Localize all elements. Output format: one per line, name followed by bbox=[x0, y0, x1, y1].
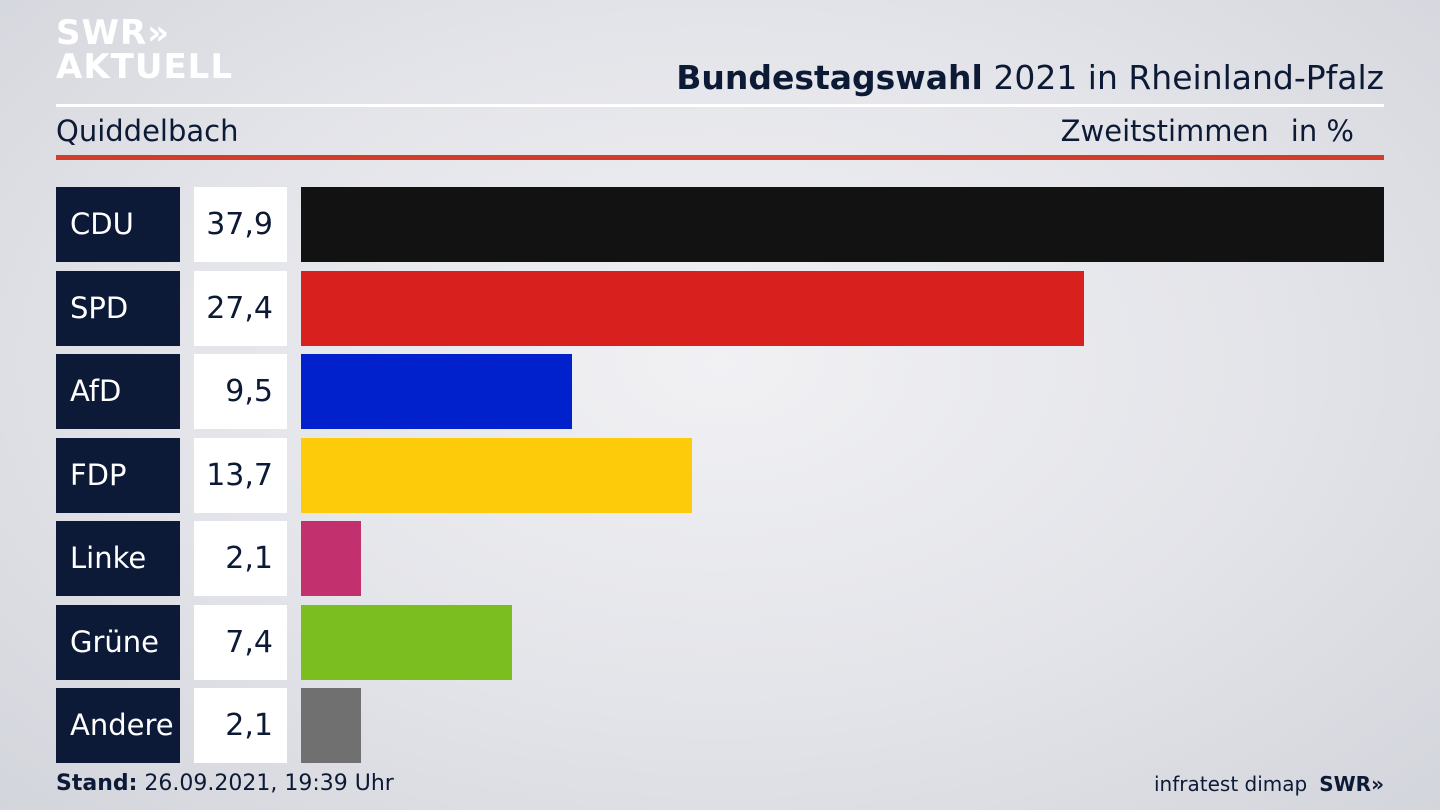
value-label: 9,5 bbox=[194, 354, 287, 429]
bar-cdu bbox=[301, 187, 1384, 262]
chart-row: SPD 27,4 bbox=[56, 270, 1384, 346]
stand-value: 26.09.2021, 19:39 Uhr bbox=[137, 771, 394, 796]
swr-brand-logo: SWR» bbox=[1319, 772, 1384, 796]
header-divider bbox=[56, 104, 1384, 107]
value-label: 2,1 bbox=[194, 521, 287, 596]
location-label: Quiddelbach bbox=[56, 114, 239, 148]
logo-line-swr: SWR» bbox=[56, 13, 171, 53]
party-label: Andere bbox=[56, 688, 180, 763]
accent-divider bbox=[56, 155, 1384, 160]
party-label: AfD bbox=[56, 354, 180, 429]
party-label: Grüne bbox=[56, 604, 180, 680]
source-text: infratest dimap bbox=[1154, 772, 1308, 796]
value-label: 27,4 bbox=[194, 270, 287, 346]
bar-linke bbox=[301, 521, 361, 596]
value-label: 7,4 bbox=[194, 604, 287, 680]
chart-row: AfD 9,5 bbox=[56, 354, 1384, 429]
party-label: FDP bbox=[56, 437, 180, 513]
chart-row: Andere 2,1 bbox=[56, 688, 1384, 763]
measure-text: Zweitstimmen bbox=[1060, 114, 1269, 148]
chart-row: CDU 37,9 bbox=[56, 187, 1384, 262]
value-label: 2,1 bbox=[194, 688, 287, 763]
value-label: 37,9 bbox=[194, 187, 287, 262]
stand-label: Stand: bbox=[56, 771, 138, 796]
bar-chart: CDU 37,9 SPD 27,4 AfD 9,5 FDP 13,7 Linke 2,1 Grüne… bbox=[56, 187, 1384, 763]
bar-afd bbox=[301, 354, 572, 429]
chart-row: FDP 13,7 bbox=[56, 437, 1384, 513]
chart-row: Linke 2,1 bbox=[56, 521, 1384, 596]
swr-aktuell-logo: SWR» AKTUELL bbox=[56, 16, 233, 84]
party-label: CDU bbox=[56, 187, 180, 262]
source-credit: infratest dimap SWR» bbox=[1154, 772, 1384, 796]
value-label: 13,7 bbox=[194, 437, 287, 513]
bar-spd bbox=[301, 270, 1084, 346]
unit-text: in % bbox=[1290, 114, 1354, 148]
bar-gr-ne bbox=[301, 604, 512, 680]
bar-fdp bbox=[301, 437, 692, 513]
logo-line-aktuell: AKTUELL bbox=[56, 47, 234, 87]
title-rest: 2021 in Rheinland-Pfalz bbox=[982, 58, 1384, 97]
chart-row: Grüne 7,4 bbox=[56, 604, 1384, 680]
measure-label: Zweitstimmen in % bbox=[1061, 114, 1354, 148]
timestamp: Stand: 26.09.2021, 19:39 Uhr bbox=[56, 771, 394, 796]
title-bold: Bundestagswahl bbox=[676, 58, 983, 97]
party-label: SPD bbox=[56, 270, 180, 346]
bar-andere bbox=[301, 688, 361, 763]
chart-title: Bundestagswahl 2021 in Rheinland-Pfalz bbox=[676, 58, 1384, 97]
party-label: Linke bbox=[56, 521, 180, 596]
